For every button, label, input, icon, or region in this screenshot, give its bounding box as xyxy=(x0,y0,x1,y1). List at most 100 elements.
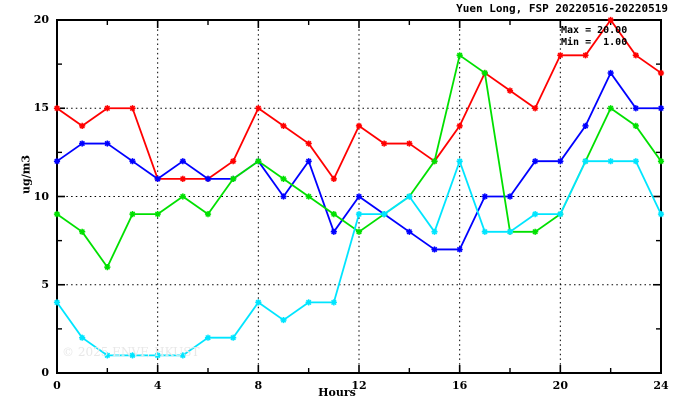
x-tick-label: 24 xyxy=(653,379,669,392)
x-tick-label: 12 xyxy=(351,379,367,392)
data-point-marker xyxy=(481,69,488,77)
data-point-marker xyxy=(481,228,488,235)
data-point-marker xyxy=(355,193,363,200)
data-point-marker xyxy=(305,140,312,147)
data-point-marker xyxy=(607,69,614,77)
data-point-marker xyxy=(53,211,61,218)
data-point-marker xyxy=(154,352,161,359)
data-point-marker xyxy=(129,211,136,218)
min-annotation: Min = 1.00 xyxy=(561,37,628,48)
x-tick-label: 20 xyxy=(552,379,568,392)
x-axis-label: Hours xyxy=(318,386,356,399)
data-point-marker xyxy=(582,158,589,165)
y-tick-label: 5 xyxy=(41,277,49,291)
data-point-marker xyxy=(280,122,287,129)
data-point-marker xyxy=(456,246,463,253)
x-tick-label: 0 xyxy=(53,379,61,392)
data-point-marker xyxy=(129,105,136,112)
data-point-marker xyxy=(79,140,86,147)
data-point-marker xyxy=(532,158,539,165)
data-point-marker xyxy=(305,193,312,200)
data-point-marker xyxy=(632,52,639,59)
data-point-marker xyxy=(255,105,262,112)
x-tick-label: 16 xyxy=(452,379,468,392)
data-point-marker xyxy=(506,193,514,200)
data-point-marker xyxy=(406,228,413,235)
data-point-marker xyxy=(532,211,539,218)
data-point-marker xyxy=(657,105,665,112)
data-point-marker xyxy=(456,158,463,165)
series-4 xyxy=(53,158,665,359)
data-point-marker xyxy=(305,299,312,306)
data-point-marker xyxy=(632,158,639,165)
data-point-marker xyxy=(381,140,388,147)
data-point-marker xyxy=(557,158,564,165)
y-tick-label: 20 xyxy=(33,13,49,26)
data-point-marker xyxy=(204,175,212,182)
data-point-marker xyxy=(154,211,161,218)
data-point-marker xyxy=(632,122,639,129)
data-point-marker xyxy=(154,175,161,182)
data-point-marker xyxy=(255,158,262,165)
data-point-marker xyxy=(532,105,539,112)
data-point-marker xyxy=(431,158,438,165)
y-tick-label: 0 xyxy=(41,366,49,379)
data-point-marker xyxy=(330,175,337,182)
data-point-marker xyxy=(53,299,61,306)
data-point-marker xyxy=(632,105,639,112)
data-point-marker xyxy=(381,211,388,218)
data-point-marker xyxy=(607,158,614,165)
data-point-marker xyxy=(506,228,514,235)
data-point-marker xyxy=(230,334,237,341)
data-point-marker xyxy=(305,158,312,165)
y-tick-label: 15 xyxy=(33,101,49,115)
data-point-marker xyxy=(456,122,463,129)
data-point-marker xyxy=(607,16,614,24)
data-point-marker xyxy=(582,52,589,59)
data-point-marker xyxy=(129,352,136,359)
data-point-marker xyxy=(506,87,514,94)
x-tick-label: 8 xyxy=(254,379,263,392)
data-point-marker xyxy=(456,52,463,59)
chart-title: Yuen Long, FSP 20220516-20220519 xyxy=(456,2,668,15)
data-point-marker xyxy=(179,193,186,200)
data-point-marker xyxy=(230,158,237,165)
data-point-marker xyxy=(355,228,363,235)
data-point-marker xyxy=(557,52,564,59)
data-point-marker xyxy=(280,175,287,182)
data-point-marker xyxy=(481,193,488,200)
legend-box: Max = 20.00 Min = 1.00 xyxy=(561,25,627,49)
data-point-marker xyxy=(104,140,111,147)
data-point-marker xyxy=(557,211,564,218)
data-point-marker xyxy=(104,352,111,359)
data-point-marker xyxy=(657,211,665,218)
data-point-marker xyxy=(230,175,237,182)
data-point-marker xyxy=(179,175,186,182)
data-point-marker xyxy=(582,122,589,129)
data-point-marker xyxy=(280,316,287,324)
data-point-marker xyxy=(79,334,86,341)
data-point-marker xyxy=(53,105,61,112)
data-point-marker xyxy=(79,228,86,235)
data-point-marker xyxy=(330,299,337,306)
data-point-marker xyxy=(129,158,136,165)
data-point-marker xyxy=(355,122,363,129)
data-point-marker xyxy=(330,228,337,235)
x-tick-label: 4 xyxy=(153,379,162,392)
data-point-marker xyxy=(179,352,186,359)
data-point-marker xyxy=(406,140,413,147)
data-point-marker xyxy=(53,158,61,165)
data-point-marker xyxy=(431,246,438,253)
data-point-marker xyxy=(280,193,287,200)
data-point-marker xyxy=(431,228,438,235)
data-point-marker xyxy=(532,228,539,235)
data-point-marker xyxy=(179,158,186,165)
data-point-marker xyxy=(204,211,212,218)
data-point-marker xyxy=(330,211,337,218)
data-point-marker xyxy=(657,158,665,165)
data-point-marker xyxy=(204,334,212,341)
data-point-marker xyxy=(255,299,262,306)
data-point-marker xyxy=(79,122,86,129)
